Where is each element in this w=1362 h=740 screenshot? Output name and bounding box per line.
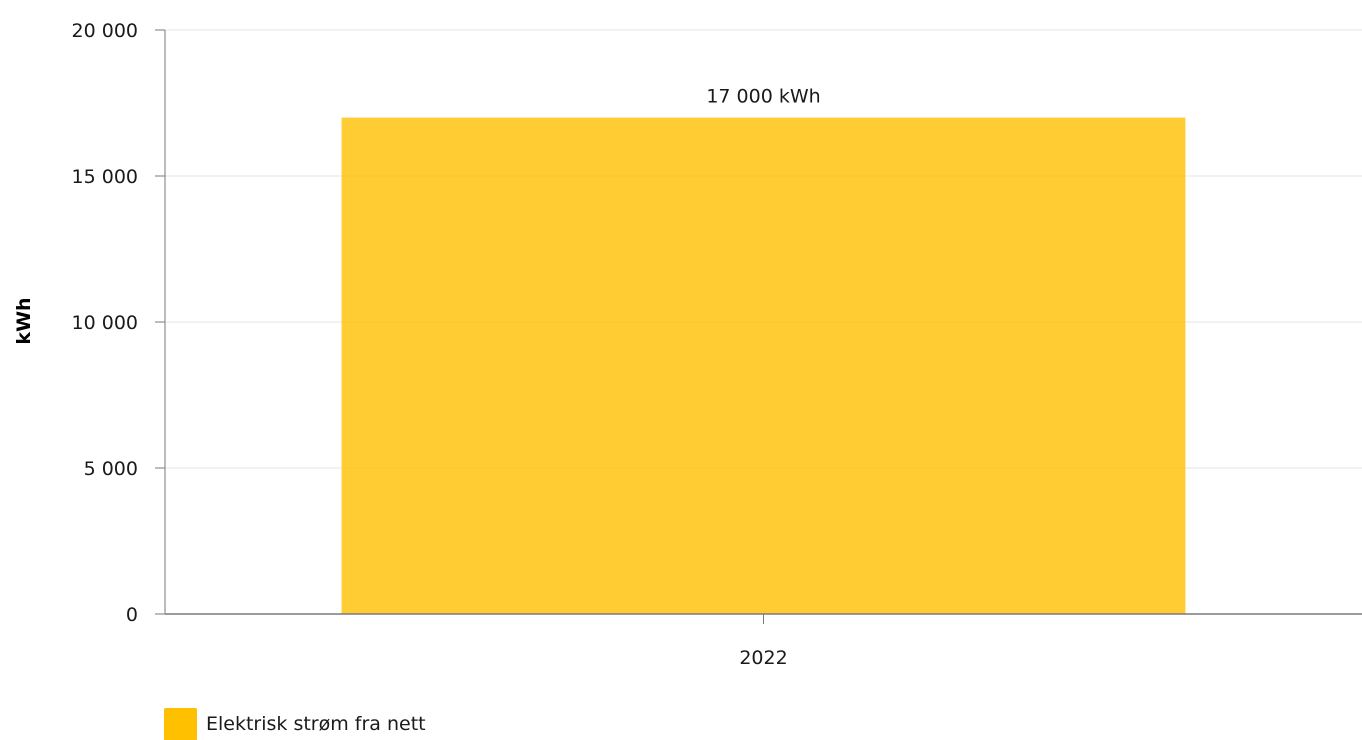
bars: 17 000 kWh: [341, 86, 1186, 614]
y-tick-label: 0: [126, 604, 138, 626]
data-label: 17 000 kWh: [706, 86, 820, 108]
y-tick-label: 20 000: [72, 20, 138, 42]
x-tick-label: 2022: [739, 647, 787, 669]
legend-label: Elektrisk strøm fra nett: [206, 713, 426, 735]
y-tick-label: 5 000: [84, 458, 138, 480]
legend: Elektrisk strøm fra nett: [164, 708, 426, 740]
y-tick-label: 10 000: [72, 312, 138, 334]
y-axis-title: kWh: [13, 297, 35, 344]
y-axis-ticks: 0 5 000 10 000 15 000 20 000: [72, 20, 165, 626]
legend-swatch: [164, 708, 197, 740]
y-tick-label: 15 000: [72, 166, 138, 188]
bar: [341, 117, 1186, 614]
x-axis-ticks: 2022: [739, 614, 788, 669]
